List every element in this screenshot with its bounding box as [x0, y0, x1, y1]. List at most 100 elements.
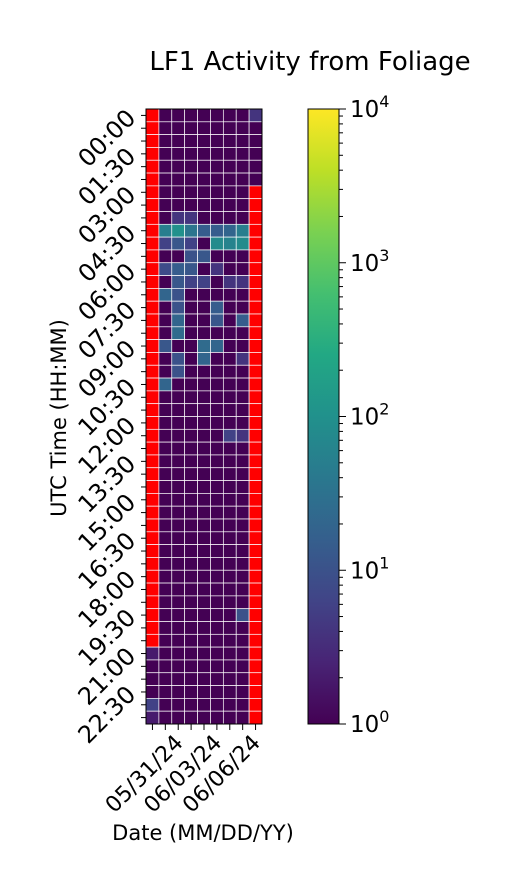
heatmap-cell	[145, 518, 160, 533]
heatmap-cell	[145, 467, 160, 481]
heatmap-cell	[248, 608, 263, 622]
heatmap-cell	[235, 262, 250, 276]
heatmap-cell	[222, 236, 237, 251]
heatmap-cell	[248, 467, 263, 481]
heatmap-cell	[210, 608, 224, 622]
heatmap-cell	[222, 710, 237, 725]
heatmap-cell	[158, 159, 173, 174]
heatmap-cell	[184, 159, 198, 174]
heatmap-cell	[171, 300, 186, 315]
colorbar	[307, 108, 340, 725]
heatmap-cell	[210, 364, 224, 379]
heatmap-cell	[248, 198, 263, 212]
heatmap-cell	[235, 249, 250, 264]
heatmap-cell	[171, 236, 186, 251]
heatmap-cell	[235, 569, 250, 584]
heatmap-cell	[210, 505, 224, 520]
heatmap-cell	[248, 582, 263, 597]
heatmap-cell	[145, 134, 160, 148]
heatmap-cell	[184, 352, 198, 366]
heatmap-cell	[145, 569, 160, 584]
heatmap-cell	[210, 416, 224, 430]
heatmap-cell	[210, 352, 224, 366]
heatmap-cell	[222, 288, 237, 302]
y-axis-label: UTC Time (HH:MM)	[47, 319, 71, 517]
heatmap-cell	[197, 121, 211, 135]
heatmap-cell	[197, 249, 211, 264]
heatmap-cell	[145, 621, 160, 635]
heatmap-cell	[158, 172, 173, 187]
heatmap-cell	[210, 454, 224, 469]
heatmap-cell	[184, 557, 198, 571]
heatmap-cell	[184, 493, 198, 507]
heatmap-cell	[197, 134, 211, 148]
heatmap-cell	[184, 621, 198, 635]
heatmap-cell	[184, 377, 198, 392]
heatmap-cell	[222, 198, 237, 212]
heatmap-cell	[197, 621, 211, 635]
heatmap-cell	[222, 339, 237, 353]
heatmap-cell	[184, 390, 198, 405]
heatmap-cell	[158, 441, 173, 456]
heatmap-cell	[210, 595, 224, 610]
heatmap-cell	[248, 633, 263, 648]
heatmap-cell	[184, 569, 198, 584]
heatmap-cell	[145, 172, 160, 187]
heatmap-cell	[248, 249, 263, 264]
heatmap-cell	[158, 262, 173, 276]
heatmap-cell	[145, 390, 160, 405]
heatmap-cell	[235, 313, 250, 328]
heatmap-cell	[158, 569, 173, 584]
heatmap-cell	[145, 262, 160, 276]
heatmap-cell	[197, 262, 211, 276]
heatmap-cell	[158, 505, 173, 520]
heatmap-cell	[235, 698, 250, 712]
heatmap-cell	[184, 339, 198, 353]
heatmap-cell	[145, 698, 160, 712]
heatmap-cell	[210, 108, 224, 123]
heatmap-cell	[184, 262, 198, 276]
heatmap-cell	[145, 403, 160, 417]
heatmap-cell	[158, 108, 173, 123]
heatmap-cell	[171, 377, 186, 392]
heatmap-cell	[184, 185, 198, 200]
heatmap-cell	[222, 595, 237, 610]
heatmap-cell	[210, 710, 224, 725]
heatmap-cell	[145, 710, 160, 725]
heatmap-cell	[184, 121, 198, 135]
colorbar-tick-label: 102	[350, 400, 389, 431]
heatmap-cell	[235, 710, 250, 725]
heatmap-cell	[145, 159, 160, 174]
heatmap-cell	[197, 518, 211, 533]
heatmap-cell	[145, 249, 160, 264]
heatmap-cell	[158, 313, 173, 328]
heatmap-cell	[171, 428, 186, 443]
heatmap-cell	[184, 544, 198, 558]
heatmap-cell	[210, 377, 224, 392]
heatmap-cell	[222, 685, 237, 699]
heatmap-cell	[184, 441, 198, 456]
heatmap-cell	[145, 428, 160, 443]
heatmap-cell	[197, 582, 211, 597]
heatmap-cell	[171, 185, 186, 200]
heatmap-cell	[145, 300, 160, 315]
heatmap-cell	[222, 493, 237, 507]
heatmap-cell	[210, 159, 224, 174]
heatmap-cell	[145, 352, 160, 366]
heatmap-cell	[171, 672, 186, 686]
heatmap-cell	[222, 313, 237, 328]
heatmap-cell	[222, 364, 237, 379]
heatmap-cell	[248, 710, 263, 725]
heatmap-cell	[158, 544, 173, 558]
heatmap-cell	[158, 595, 173, 610]
heatmap-cell	[248, 698, 263, 712]
heatmap-cell	[197, 159, 211, 174]
heatmap-cell	[171, 262, 186, 276]
heatmap-cell	[184, 467, 198, 481]
heatmap-cell	[158, 326, 173, 340]
heatmap-cell	[197, 441, 211, 456]
heatmap-cell	[158, 582, 173, 597]
heatmap-cell	[235, 352, 250, 366]
heatmap-cell	[158, 249, 173, 264]
heatmap-cell	[158, 339, 173, 353]
